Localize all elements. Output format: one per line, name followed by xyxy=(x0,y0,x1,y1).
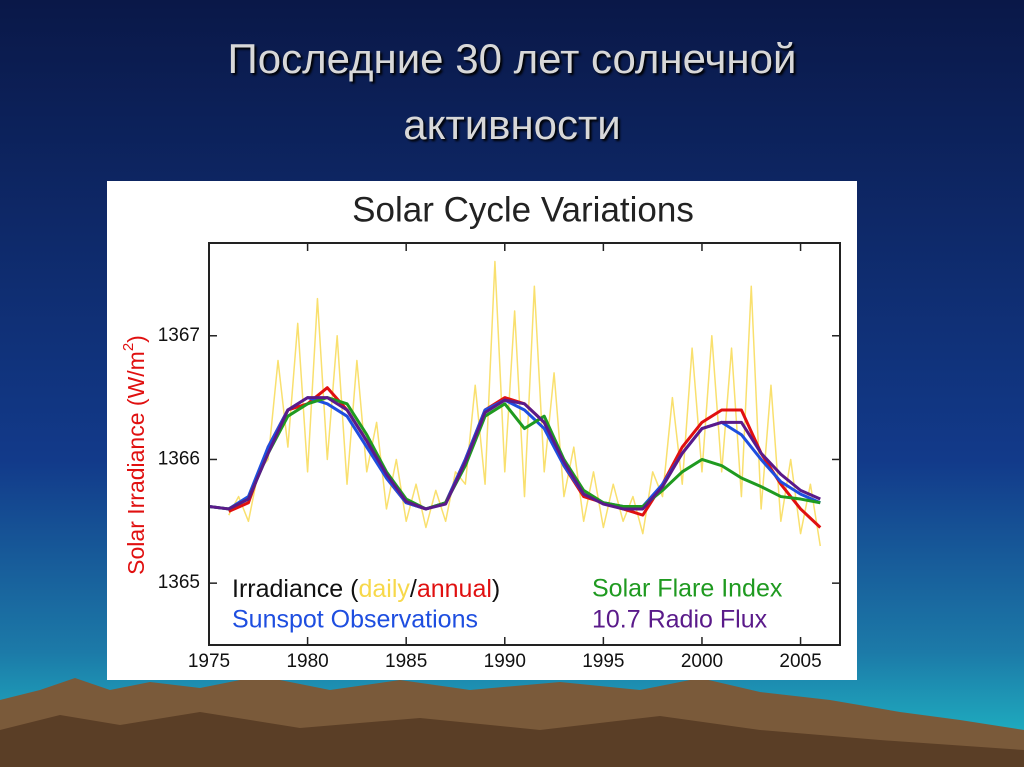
slide-title: активности xyxy=(403,101,620,148)
x-tick-label: 2000 xyxy=(681,651,723,672)
x-tick-label: 1980 xyxy=(286,651,328,672)
legend-irradiance: Irradiance (daily/annual) xyxy=(232,575,500,603)
x-tick-label: 1995 xyxy=(582,651,624,672)
legend-entry: Solar Flare Index xyxy=(592,575,783,603)
series-line xyxy=(228,260,822,547)
slide-title: Последние 30 лет солнечной xyxy=(228,35,797,82)
legend-entry: Sunspot Observations xyxy=(232,606,478,634)
chart-title: Solar Cycle Variations xyxy=(352,190,694,229)
series-line xyxy=(208,396,821,511)
y-axis-label-suffix: ) xyxy=(123,335,149,343)
legend-entry: daily xyxy=(358,575,410,603)
x-tick-label: 1990 xyxy=(484,651,526,672)
x-tick-label: 1985 xyxy=(385,651,427,672)
x-tick-label: 2005 xyxy=(779,651,821,672)
y-tick-label: 1366 xyxy=(158,448,200,469)
plot-frame xyxy=(208,242,841,646)
legend-prefix: Irradiance ( xyxy=(232,575,359,603)
legend-separator: / xyxy=(410,575,417,603)
y-tick-label: 1367 xyxy=(158,325,200,346)
x-tick-label: 1975 xyxy=(188,651,230,672)
y-tick-label: 1365 xyxy=(158,572,200,593)
mountains-front xyxy=(0,712,1024,767)
legend-entry: 10.7 Radio Flux xyxy=(592,606,768,634)
y-axis-label-text: Solar Irradiance (W/m xyxy=(123,351,149,575)
y-axis-label-sup: 2 xyxy=(120,343,137,351)
legend-entry: annual xyxy=(417,575,492,603)
y-axis-label: Solar Irradiance (W/m2) xyxy=(120,335,149,575)
series-line xyxy=(208,396,821,511)
plot xyxy=(208,260,822,547)
legend-suffix: ) xyxy=(492,575,500,603)
